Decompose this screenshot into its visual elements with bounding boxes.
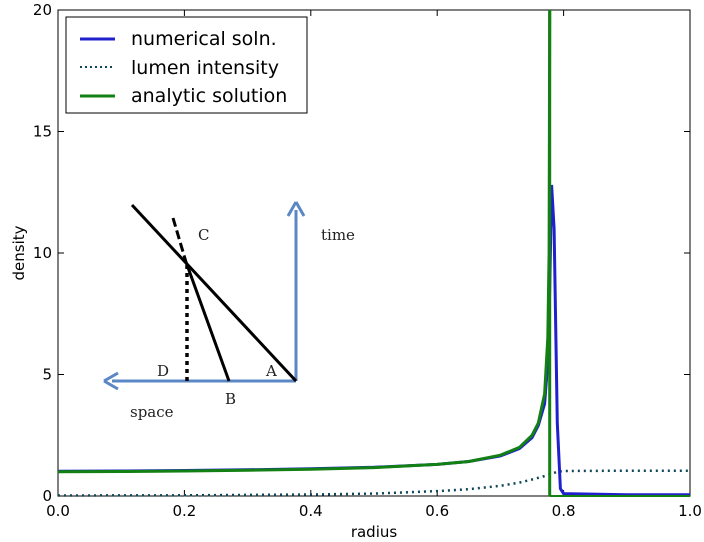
inset-line-a — [130, 203, 298, 383]
legend-label-numerical: numerical soln. — [131, 28, 277, 50]
y-tick-label: 0 — [42, 487, 52, 505]
inset-label-b: B — [225, 390, 236, 408]
inset-label-c: C — [198, 226, 209, 244]
series-line-1 — [57, 469, 690, 497]
legend-label-lumen: lumen intensity — [131, 57, 279, 79]
inset-label-d: D — [157, 362, 169, 380]
y-tick-label: 20 — [33, 1, 52, 19]
x-tick-label: 0.6 — [425, 502, 449, 520]
inset-line-b — [184, 261, 231, 382]
inset-time-arrowhead — [286, 201, 306, 217]
axis-ticks: 0.0 0.2 0.4 0.6 0.8 1.0 0 5 10 15 20 — [33, 1, 702, 520]
legend-label-analytic: analytic solution — [131, 85, 287, 107]
y-tick-label: 15 — [33, 123, 52, 141]
x-tick-label: 0.8 — [552, 502, 576, 520]
y-tick-label: 10 — [33, 244, 52, 262]
x-tick-label: 0.4 — [299, 502, 323, 520]
y-tick-label: 5 — [42, 366, 52, 384]
x-tick-label: 1.0 — [678, 502, 702, 520]
series-line-2 — [57, 9, 552, 474]
series-group — [57, 9, 690, 497]
inset-line-c-dashed — [171, 217, 188, 263]
x-tick-label: 0.0 — [46, 502, 70, 520]
legend: numerical soln. lumen intensity analytic… — [65, 16, 308, 114]
inset-label-a: A — [265, 362, 277, 380]
inset-label-space: space — [130, 403, 174, 421]
inset-label-time: time — [321, 226, 355, 244]
inset-schematic: A B C D time space — [103, 201, 355, 421]
x-axis-label: radius — [351, 523, 398, 541]
x-tick-label: 0.2 — [172, 502, 196, 520]
y-axis-label: density — [10, 225, 28, 280]
series-line-0 — [57, 184, 690, 497]
inset-space-arrowhead — [103, 371, 119, 391]
